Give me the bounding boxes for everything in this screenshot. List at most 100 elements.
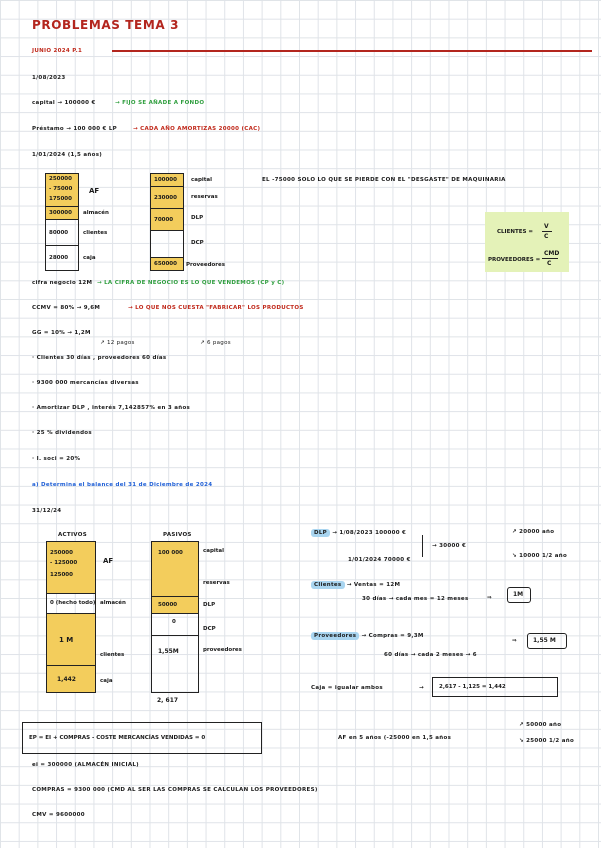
ccmv-note: → LO QUE NOS CUESTA "FABRICAR" LOS PRODU…	[128, 305, 304, 311]
date-2: 1/01/2024 (1,5 años)	[32, 152, 103, 158]
proveedores-result-box: 1,55 M	[527, 633, 567, 649]
clientes2-value: 1 M	[59, 636, 74, 644]
balance1-capital-cell: 100000	[151, 174, 183, 187]
proveedores-label-b1: Proveedores	[186, 262, 225, 268]
cifra-label: cifra negocio 12M	[32, 280, 93, 286]
ei-line: ei = 300000 (ALMACÉN INICIAL)	[32, 762, 139, 768]
balance1-assets: 250000 - 75000 175000 300000 80000 28000	[45, 173, 79, 271]
af-years-r1: ↗ 50000 año	[519, 722, 562, 728]
almacen2-value: 0 (hecho todo)	[50, 600, 96, 606]
clientes-result: 1M	[513, 591, 524, 598]
capital-note: → FIJO SE AÑADE A FONDO	[115, 100, 205, 106]
clientes-value: 80000	[49, 230, 69, 236]
balance2-clientes-cell: 1 M	[47, 614, 95, 666]
balance2-almacen-cell: 0 (hecho todo)	[47, 594, 95, 614]
bullet-3: · Amortizar DLP , interés 7,142857% en 3…	[32, 405, 191, 411]
capital-label-b1: capital	[191, 177, 213, 183]
af-label: AF	[89, 187, 100, 195]
balance1-clientes-cell: 80000	[46, 220, 78, 246]
dcp2-label: DCP	[203, 626, 216, 632]
dlp-result: → 30000 €	[432, 543, 467, 549]
caja-calc-label: Caja = igualar ambos	[311, 685, 383, 691]
ratio-clientes-bar	[542, 231, 552, 232]
cmv-line: CMV = 9600000	[32, 812, 85, 818]
bullet-1: · Clientes 30 días , proveedores 60 días	[32, 355, 167, 361]
af-value-2: - 75000	[49, 186, 73, 192]
ratio-prov-num: CMD	[544, 250, 560, 257]
capital-label: capital → 100000 €	[32, 100, 96, 106]
ratio-clientes-den: C	[544, 233, 549, 240]
ccmv-label: CCMV = 80% → 9,6M	[32, 305, 101, 311]
clientes-calc: Clientes → Ventas = 12M	[311, 581, 400, 589]
caja-result: 2,617 - 1,125 = 1,442	[439, 684, 506, 690]
clientes-result-box: 1M	[507, 587, 531, 603]
clientes2-label: clientes	[100, 652, 125, 658]
ratios-box: CLIENTES = V C PROVEEDORES = CMD C	[485, 212, 569, 272]
af2-value-3: 125000	[50, 572, 73, 578]
af2-label: AF	[103, 557, 114, 565]
caja2-label: caja	[100, 678, 113, 684]
depreciation-note: EL -75000 SOLO LO QUE SE PIERDE CON EL "…	[262, 177, 506, 183]
proveedores2-label: proveedores	[203, 647, 242, 653]
balance1-reservas-cell: 230000	[151, 187, 183, 209]
bullet-4: · 25 % dividendos	[32, 430, 92, 436]
page-title: PROBLEMAS TEMA 3	[32, 18, 180, 32]
capital-value: 100000	[154, 177, 177, 183]
balance2-proveedores-cell: 1,55M	[152, 636, 198, 692]
caja-label: caja	[83, 255, 96, 261]
pagos-note-2: ↗ 6 pagos	[200, 340, 231, 346]
prestamo-note: → CADA AÑO AMORTIZAS 20000 (CAC)	[133, 126, 261, 132]
clientes-calc-l2: 30 días → cada mes = 12 meses	[362, 596, 469, 602]
balance2-dlp-cell: 50000	[152, 597, 198, 614]
af2-value-1: 250000	[50, 550, 73, 556]
caja2-value: 1,442	[57, 676, 76, 683]
date-line: JUNIO 2024 P.1	[32, 48, 83, 54]
balance2-af-cell: 250000 - 125000 125000	[47, 542, 95, 594]
capital2-value: 100 000	[158, 550, 183, 556]
dlp-r2: ↘ 10000 1/2 año	[512, 553, 568, 559]
ratio-prov-bar	[542, 258, 558, 259]
proveedores-result: 1,55 M	[533, 637, 556, 644]
dlp-label-b1: DLP	[191, 215, 204, 221]
bullet-5: · I. soci = 20%	[32, 456, 81, 462]
balance2-assets: 250000 - 125000 125000 0 (hecho todo) 1 …	[46, 541, 96, 693]
compras-line: COMPRAS = 9300 000 (CMD AL SER LAS COMPR…	[32, 787, 318, 793]
title-underline	[112, 50, 592, 52]
caja-value: 28000	[49, 255, 69, 261]
balance2-total: 2, 617	[157, 697, 179, 704]
balance1-af-cell: 250000 - 75000 175000	[46, 174, 78, 207]
dlp2-label: DLP	[203, 602, 216, 608]
af-years: AF en 5 años (-25000 en 1,5 años	[338, 735, 452, 741]
dcp-label-b1: DCP	[191, 240, 204, 246]
ratio-clientes-num: V	[544, 223, 549, 230]
question-a: a) Determina el balance del 31 de Diciem…	[32, 482, 213, 488]
reservas2-label: reservas	[203, 580, 230, 586]
dlp2-value: 50000	[158, 602, 178, 608]
activos-title: ACTIVOS	[58, 532, 87, 538]
reservas-value: 230000	[154, 195, 177, 201]
almacen2-label: almacén	[100, 600, 126, 606]
balance1-dcp-cell	[151, 231, 183, 258]
gg-line: GG = 10% → 1,2M	[32, 330, 91, 336]
dlp-r1: ↗ 20000 año	[512, 529, 555, 535]
proveedores-calc: Proveedores → Compras = 9,3M	[311, 632, 424, 640]
balance2-caja-cell: 1,442	[47, 666, 95, 692]
dcp2-value: 0	[172, 619, 176, 625]
ratio-clientes: CLIENTES =	[497, 229, 533, 235]
balance2-dcp-cell: 0	[152, 614, 198, 636]
almacen-label: almacén	[83, 210, 109, 216]
ep-formula: EP = EI + COMPRAS - COSTE MERCANCÍAS VEN…	[29, 735, 206, 741]
af-years-r2: ↘ 25000 1/2 año	[519, 738, 575, 744]
af-value-1: 250000	[49, 176, 72, 182]
proveedores-value: 650000	[154, 261, 177, 267]
proveedores-arrow: ⇒	[512, 638, 517, 644]
reservas-label-b1: reservas	[191, 194, 218, 200]
balance1-almacen-cell: 300000	[46, 207, 78, 220]
dlp-calc: DLP → 1/08/2023 100000 €	[311, 529, 406, 537]
prestamo-label: Préstamo → 100 000 € LP	[32, 126, 118, 132]
balance1-caja-cell: 28000	[46, 246, 78, 270]
clientes-label: clientes	[83, 230, 108, 236]
ratio-prov-den: C	[547, 260, 552, 267]
balance1-liabilities: 100000 230000 70000 650000	[150, 173, 184, 271]
clientes-arrow: ⇒	[487, 595, 492, 601]
